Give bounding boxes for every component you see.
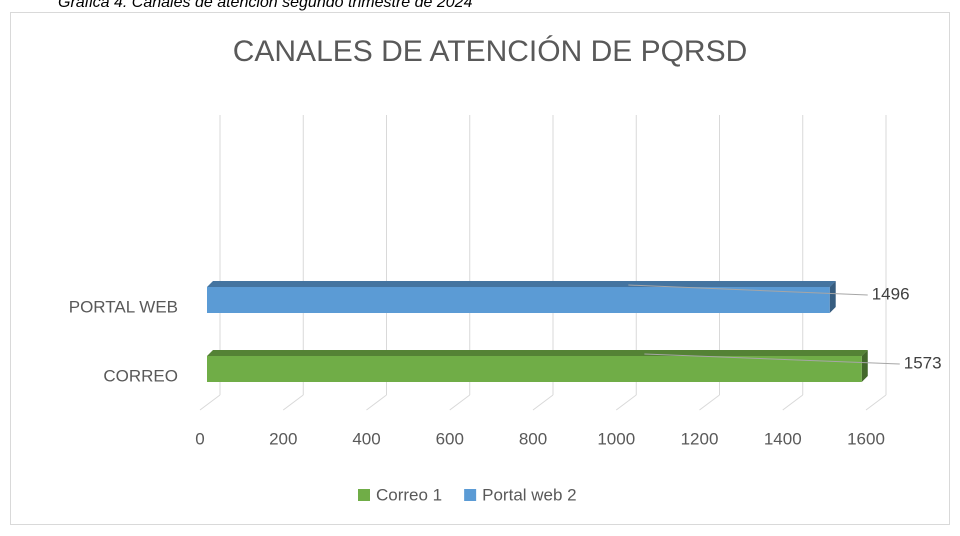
- x-tick-label: 1600: [847, 429, 885, 448]
- bar: [207, 287, 830, 313]
- x-tick-label: 1200: [681, 429, 719, 448]
- y-tick-label: CORREO: [103, 366, 178, 385]
- grid-floor: [615, 394, 637, 411]
- grid-floor: [449, 394, 471, 411]
- bar-side: [829, 281, 836, 313]
- data-label: 1496: [872, 284, 910, 303]
- legend-swatch: [464, 489, 477, 501]
- leader-line: [644, 353, 900, 365]
- x-tick-label: 0: [195, 429, 204, 448]
- legend-label: Correo 1: [376, 485, 442, 504]
- y-tick-label: PORTAL WEB: [69, 297, 178, 316]
- x-tick-label: 800: [519, 429, 547, 448]
- bar-top: [207, 281, 836, 287]
- grid-floor: [199, 394, 221, 411]
- chart-title: CANALES DE ATENCIÓN DE PQRSD: [233, 35, 748, 68]
- bar-side: [861, 350, 868, 382]
- chart-border: [10, 12, 950, 525]
- grid-floor: [865, 394, 887, 411]
- leader-line: [628, 284, 868, 296]
- data-label: 1573: [904, 353, 942, 372]
- legend-label: Portal web 2: [482, 485, 577, 504]
- bar-top: [207, 350, 868, 356]
- grid-floor: [366, 394, 387, 411]
- grid-floor: [282, 394, 304, 411]
- x-tick-label: 1000: [597, 429, 635, 448]
- caption: Gráfica 4. Canales de atención segundo t…: [58, 0, 473, 11]
- grid-floor: [782, 394, 804, 411]
- x-tick-label: 600: [436, 429, 464, 448]
- legend-swatch: [358, 489, 370, 501]
- x-tick-label: 400: [352, 429, 380, 448]
- bar: [207, 356, 862, 382]
- grid-floor: [532, 394, 554, 411]
- x-tick-label: 1400: [764, 429, 802, 448]
- x-tick-label: 200: [269, 429, 297, 448]
- grid-floor: [699, 394, 720, 411]
